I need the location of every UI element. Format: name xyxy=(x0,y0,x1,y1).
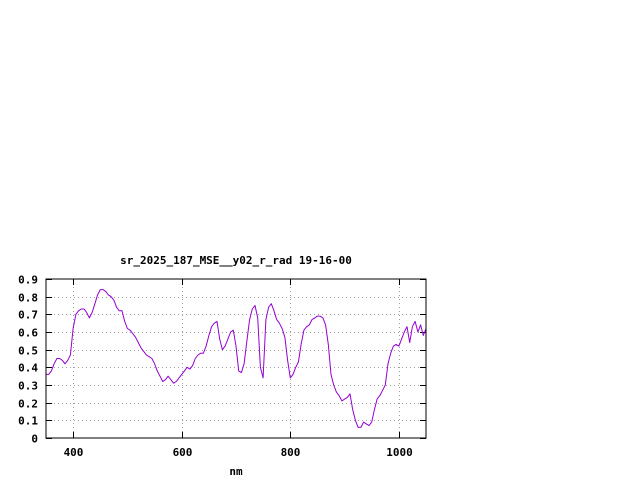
y-tick-label: 0.8 xyxy=(18,292,38,305)
x-tick-label: 1000 xyxy=(386,446,413,459)
y-tick-label: 0.5 xyxy=(18,345,38,358)
plot-frame xyxy=(45,278,427,439)
y-tick-label: 0.7 xyxy=(18,309,38,322)
tick-labels: 400 600 800 1000 0 0.1 0.2 0.3 0.4 0.5 0.6 0.7 0.8 0.… xyxy=(18,274,413,460)
series-line xyxy=(46,289,427,428)
x-tick-label: 800 xyxy=(281,446,301,459)
axis-ticks xyxy=(46,279,426,439)
series-layer xyxy=(46,289,427,428)
y-tick-label: 0.6 xyxy=(18,327,38,340)
x-axis-label: nm xyxy=(229,465,243,478)
x-tick-label: 400 xyxy=(64,446,84,459)
grid xyxy=(46,279,426,438)
y-tick-label: 0.4 xyxy=(18,362,38,375)
x-tick-label: 600 xyxy=(173,446,193,459)
y-tick-label: 0 xyxy=(31,433,38,446)
chart-title: sr_2025_187_MSE__y02_r_rad 19-16-00 xyxy=(120,254,352,267)
y-tick-label: 0.1 xyxy=(18,415,38,428)
y-tick-label: 0.9 xyxy=(18,274,38,287)
y-tick-label: 0.3 xyxy=(18,380,38,393)
y-tick-label: 0.2 xyxy=(18,398,38,411)
